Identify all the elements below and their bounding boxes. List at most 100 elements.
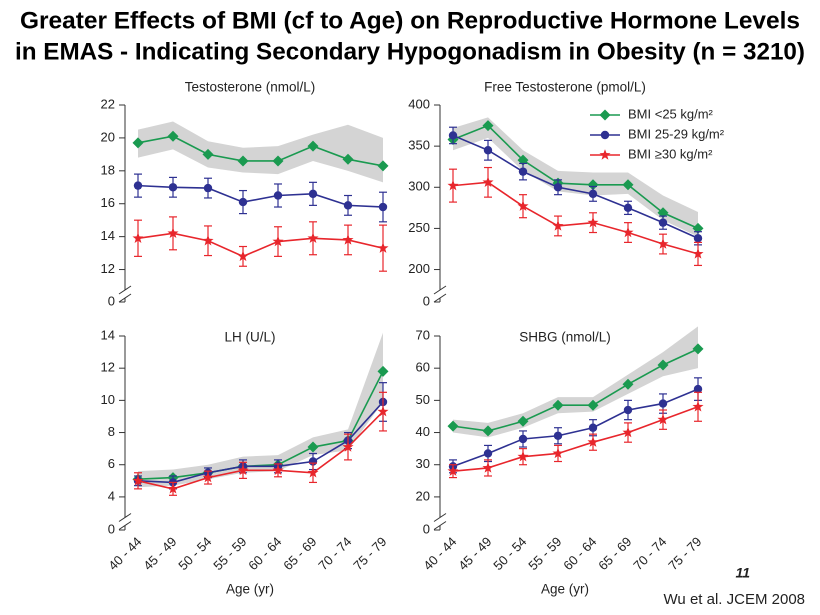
x-tick-label: 50 - 54 bbox=[175, 534, 214, 573]
marker bbox=[377, 405, 389, 417]
y-tick-label: 12 bbox=[101, 360, 115, 375]
y-tick-label: 14 bbox=[101, 327, 115, 342]
marker bbox=[517, 200, 529, 211]
marker bbox=[587, 216, 599, 228]
y-tick-label: 20 bbox=[101, 129, 115, 144]
x-tick-label: 65 - 69 bbox=[595, 534, 634, 573]
marker bbox=[553, 183, 563, 192]
citation: Wu et al. JCEM 2008 bbox=[664, 591, 805, 608]
x-tick-label: 40 - 44 bbox=[420, 534, 459, 573]
chart-title: SHBG (nmol/L) bbox=[519, 330, 611, 345]
y-tick-label: 8 bbox=[108, 424, 115, 439]
y-tick-label: 50 bbox=[416, 392, 430, 407]
y-tick-label: 0 bbox=[423, 521, 430, 536]
series-line bbox=[137, 401, 384, 484]
y-tick-label: 20 bbox=[416, 488, 430, 503]
series-line bbox=[452, 406, 699, 472]
series-line bbox=[452, 134, 699, 240]
y-tick-label: 12 bbox=[101, 261, 115, 276]
y-tick-label: 16 bbox=[101, 195, 115, 210]
marker bbox=[378, 202, 388, 212]
x-tick-label: 60 - 64 bbox=[245, 534, 284, 573]
axis-break bbox=[433, 513, 447, 522]
marker bbox=[447, 465, 459, 476]
x-tick-label: 70 - 74 bbox=[315, 534, 354, 573]
marker bbox=[308, 189, 318, 199]
marker bbox=[203, 183, 213, 193]
x-tick-label: 50 - 54 bbox=[490, 534, 529, 573]
marker bbox=[343, 201, 353, 210]
series-line bbox=[137, 371, 384, 481]
y-tick-label: 14 bbox=[101, 228, 115, 243]
axis-break bbox=[433, 521, 447, 530]
marker bbox=[658, 218, 668, 227]
marker bbox=[272, 235, 284, 247]
marker bbox=[342, 441, 354, 452]
marker bbox=[377, 242, 389, 253]
marker bbox=[588, 423, 598, 432]
marker bbox=[552, 220, 564, 231]
marker bbox=[202, 471, 214, 483]
range-band bbox=[453, 117, 698, 237]
marker bbox=[587, 399, 599, 411]
marker bbox=[482, 120, 494, 132]
marker bbox=[623, 405, 633, 415]
legend-label: BMI 25-29 kg/m² bbox=[628, 126, 725, 141]
range-band bbox=[138, 332, 383, 488]
marker bbox=[692, 401, 704, 412]
x-tick-label: 65 - 69 bbox=[280, 534, 319, 573]
marker bbox=[517, 415, 529, 427]
axis-break-gap bbox=[434, 517, 446, 526]
y-tick-label: 0 bbox=[108, 521, 115, 536]
y-tick-label: 60 bbox=[416, 360, 430, 375]
marker bbox=[237, 155, 249, 167]
y-tick-label: 40 bbox=[416, 424, 430, 439]
marker bbox=[657, 359, 669, 371]
range-band bbox=[453, 326, 698, 438]
series-line bbox=[137, 232, 384, 258]
legend-marker bbox=[599, 109, 611, 121]
marker bbox=[552, 447, 564, 459]
x-tick-label: 45 - 49 bbox=[455, 534, 494, 573]
marker bbox=[377, 160, 389, 172]
marker bbox=[622, 378, 634, 390]
marker bbox=[587, 436, 599, 447]
marker bbox=[272, 155, 284, 167]
marker bbox=[132, 232, 144, 243]
marker bbox=[447, 420, 459, 432]
marker bbox=[552, 399, 564, 411]
marker bbox=[622, 426, 634, 438]
series-line bbox=[452, 348, 699, 432]
marker bbox=[133, 181, 143, 190]
marker bbox=[483, 146, 493, 155]
marker bbox=[482, 462, 494, 473]
marker bbox=[272, 464, 284, 476]
legend-label: BMI ≥30 kg/m² bbox=[628, 146, 713, 161]
marker bbox=[518, 434, 528, 444]
axis-break bbox=[433, 285, 447, 295]
axis-break-gap bbox=[434, 290, 446, 298]
x-axis-label: Age (yr) bbox=[226, 582, 274, 597]
y-tick-label: 350 bbox=[408, 138, 430, 153]
axis-break bbox=[433, 293, 447, 303]
axis-break-gap bbox=[119, 517, 131, 526]
y-tick-label: 400 bbox=[408, 96, 430, 111]
y-tick-label: 70 bbox=[416, 327, 430, 342]
axis-break bbox=[118, 293, 132, 303]
chart-title: LH (U/L) bbox=[224, 330, 275, 345]
range-band bbox=[138, 121, 383, 183]
marker bbox=[307, 466, 319, 478]
marker bbox=[132, 475, 144, 486]
marker bbox=[482, 425, 494, 437]
marker bbox=[342, 153, 354, 165]
marker bbox=[518, 167, 528, 176]
page-number: 11 bbox=[735, 565, 750, 581]
x-tick-label: 55 - 59 bbox=[525, 534, 564, 573]
y-tick-label: 300 bbox=[408, 179, 430, 194]
marker bbox=[622, 179, 634, 191]
y-tick-label: 30 bbox=[416, 456, 430, 471]
chart-title: Testosterone (nmol/L) bbox=[185, 80, 316, 95]
marker bbox=[237, 464, 249, 476]
marker bbox=[238, 197, 248, 207]
